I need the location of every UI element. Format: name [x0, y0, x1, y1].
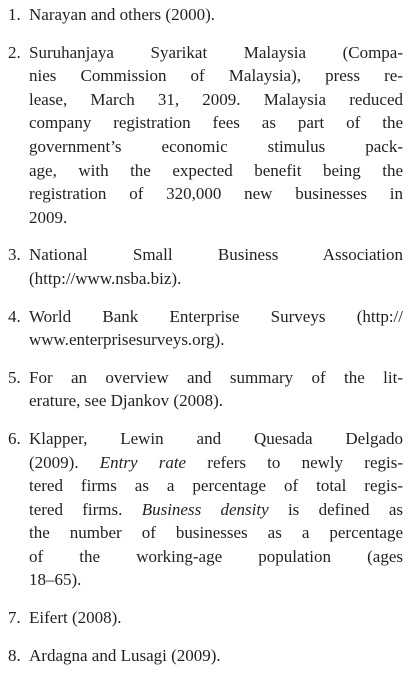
- note-line: age, with the expected benefit being the: [29, 160, 403, 180]
- note-number: 1.: [8, 5, 21, 24]
- note-line: Narayan and others (2000).: [29, 5, 215, 24]
- note-line: government’s economic stimulus pack-: [29, 136, 403, 156]
- note-number: 5.: [8, 367, 21, 387]
- note: 2. Suruhanjaya Syarikat Malaysia (Compa-n…: [0, 41, 409, 230]
- note-line: tered firms as a percentage of total reg…: [29, 476, 403, 496]
- text-run: refers to newly regis-: [186, 452, 403, 472]
- note: 4. World Bank Enterprise Surveys (http://…: [0, 305, 409, 352]
- note-body: Klapper, Lewin and Quesada Delgado (2009)…: [29, 427, 403, 592]
- note-body: For an overview and summary of the lit-e…: [29, 366, 403, 413]
- note-line: www.enterprisesurveys.org).: [29, 330, 225, 350]
- note-line: Ardagna and Lusagi (2009).: [29, 645, 221, 665]
- note-number: 8.: [8, 645, 21, 665]
- note-line: tered firms. Business density is defined…: [29, 498, 403, 522]
- note-line: of the working-age population (ages: [29, 546, 403, 566]
- note: 5. For an overview and summary of the lit…: [0, 366, 409, 413]
- note-line: registration of 320,000 new businesses i…: [29, 184, 403, 204]
- note: 1. Narayan and others (2000).: [0, 3, 409, 27]
- note-number: 3.: [8, 245, 21, 265]
- note-line: 18–65).: [29, 570, 82, 590]
- note-number: 7.: [8, 608, 21, 628]
- note-body: Narayan and others (2000).: [29, 3, 403, 27]
- note-line: erature, see Djankov (2008).: [29, 391, 224, 411]
- italic-term: Business density: [141, 499, 269, 519]
- note-line: Suruhanjaya Syarikat Malaysia (Compa-: [29, 42, 403, 62]
- note-line: (2009). Entry rate refers to newly regis…: [29, 451, 403, 475]
- italic-term: Entry rate: [99, 452, 187, 472]
- note-line: lease, March 31, 2009. Malaysia reduced: [29, 89, 403, 109]
- note-line: Klapper, Lewin and Quesada Delgado: [29, 428, 403, 448]
- note: 7. Eifert (2008).: [0, 606, 409, 630]
- note-number: 6.: [8, 428, 21, 448]
- note-body: World Bank Enterprise Surveys (http:// ww…: [29, 305, 403, 352]
- note-body: National Small Business Association (http…: [29, 243, 403, 290]
- note-line: 2009.: [29, 207, 68, 227]
- note-number: 4.: [8, 306, 21, 326]
- note-body: Suruhanjaya Syarikat Malaysia (Compa-nie…: [29, 41, 403, 230]
- note-line: National Small Business Association: [29, 245, 403, 265]
- text-run: tered firms.: [29, 499, 142, 519]
- note-body: Eifert (2008).: [29, 606, 403, 630]
- note-line: nies Commission of Malaysia), press re-: [29, 66, 403, 86]
- note-line: company registration fees as part of the: [29, 113, 403, 133]
- note-line: (http://www.nsba.biz).: [29, 268, 182, 288]
- text-run: (2009).: [29, 452, 100, 472]
- note-line: Eifert (2008).: [29, 608, 122, 628]
- note: 8. Ardagna and Lusagi (2009).: [0, 644, 409, 668]
- note-body: Ardagna and Lusagi (2009).: [29, 644, 403, 668]
- note-line: World Bank Enterprise Surveys (http://: [29, 306, 403, 326]
- note-number: 2.: [8, 42, 21, 62]
- text-run: is defined as: [268, 499, 403, 519]
- note-line: the number of businesses as a percentage: [29, 523, 403, 543]
- note-line: For an overview and summary of the lit-: [29, 367, 403, 387]
- note: 6. Klapper, Lewin and Quesada Delgado (200…: [0, 427, 409, 592]
- note: 3. National Small Business Association (ht…: [0, 243, 409, 290]
